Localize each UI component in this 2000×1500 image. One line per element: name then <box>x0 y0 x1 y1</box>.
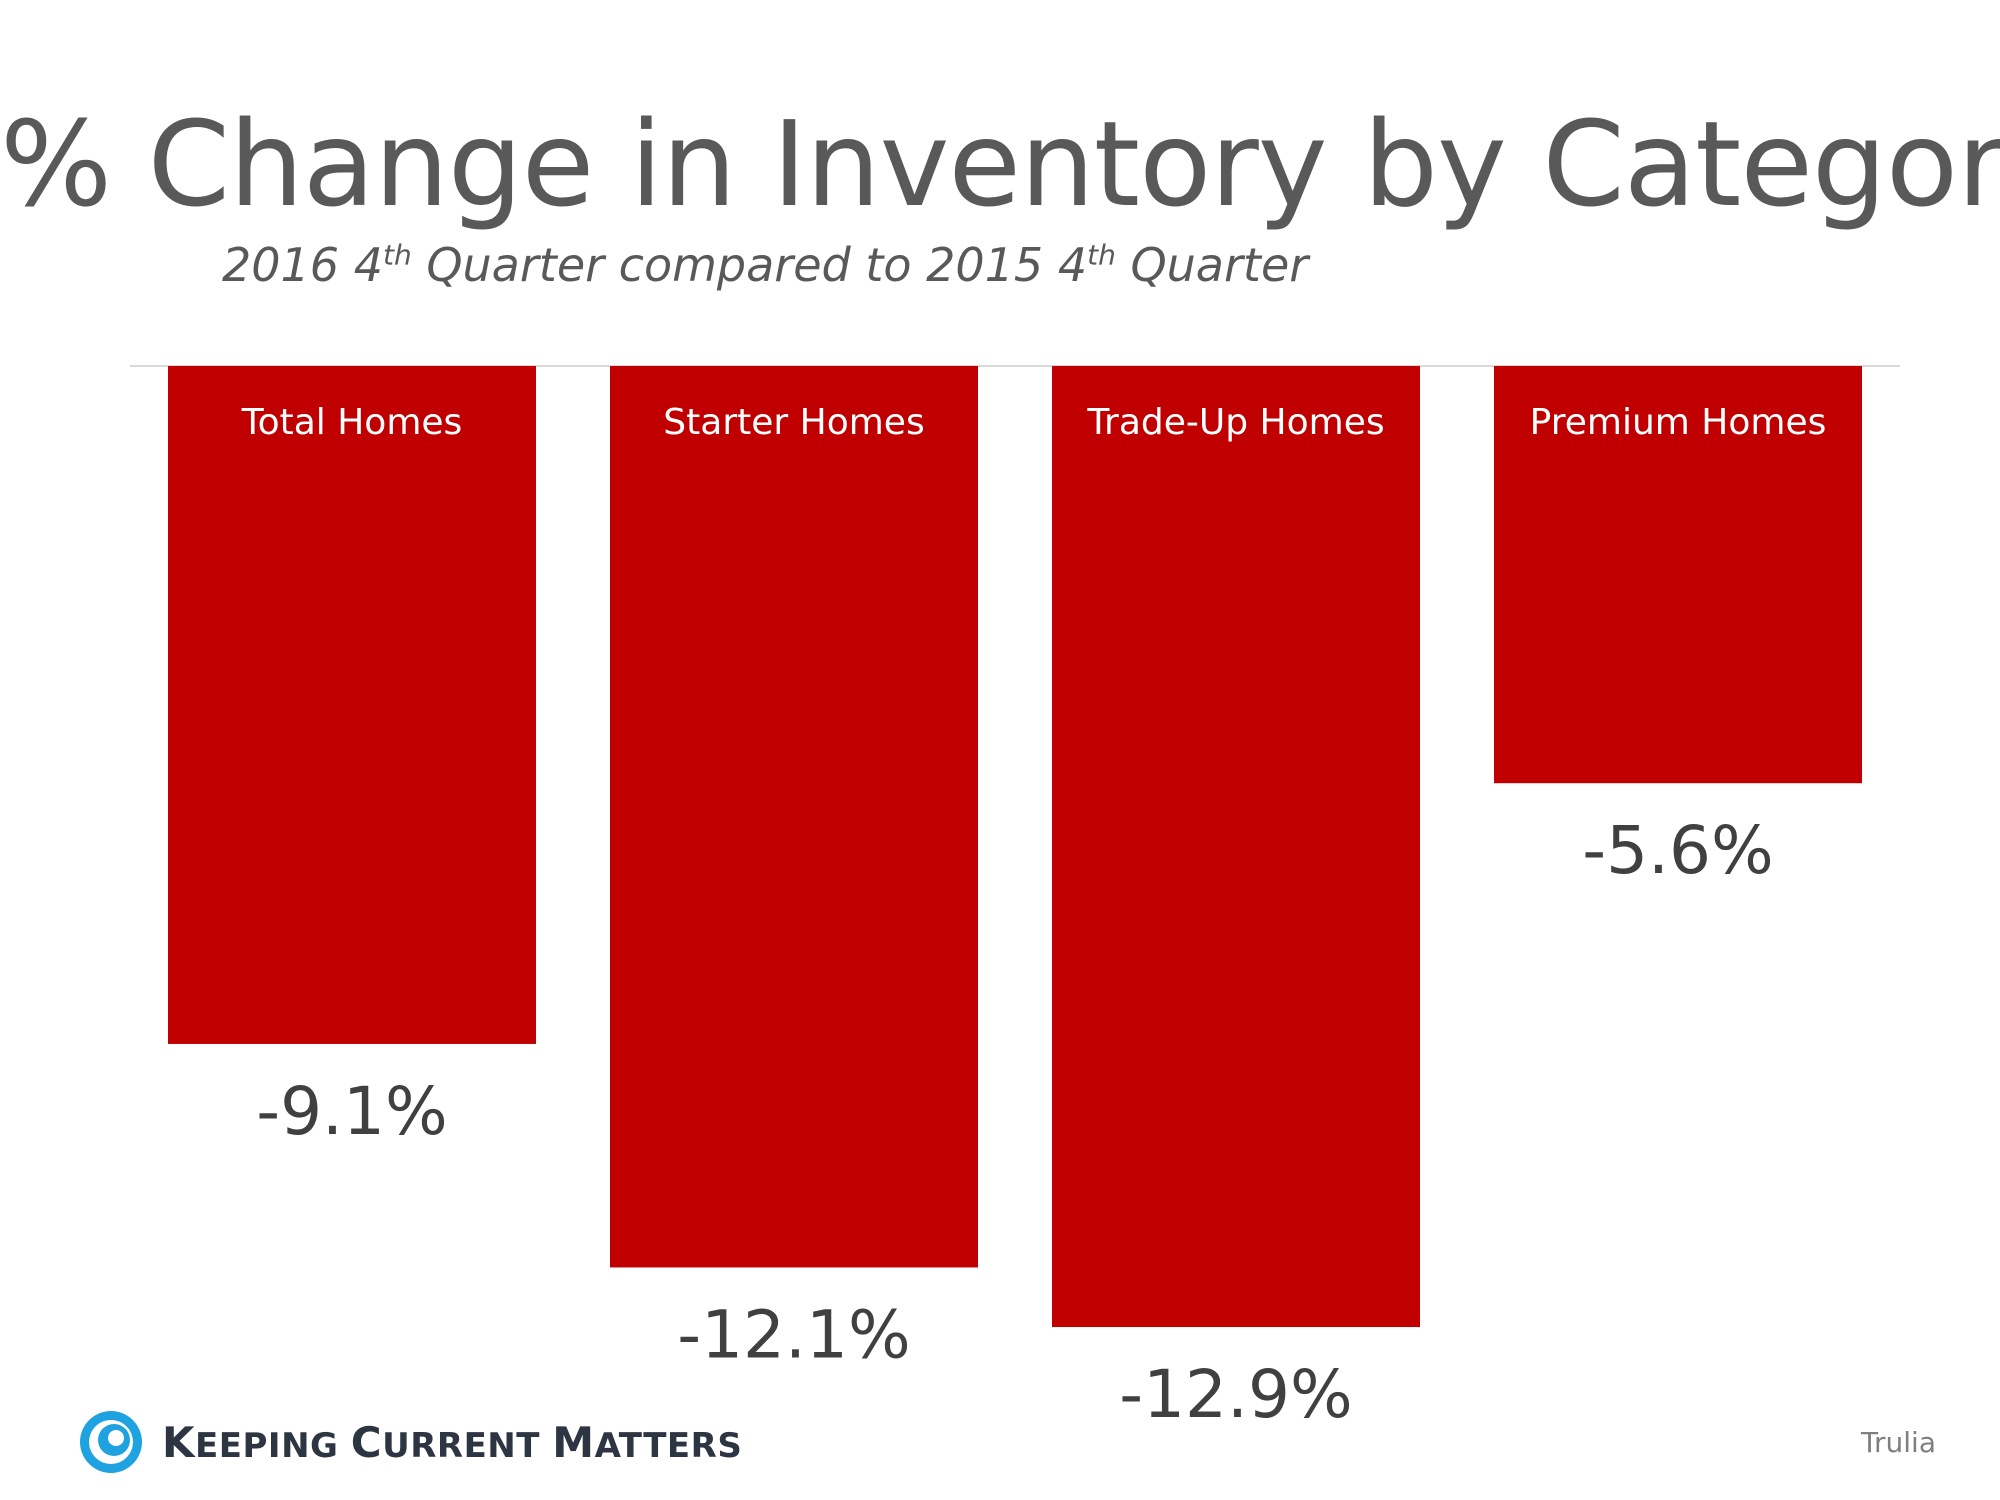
keeping-current-matters-logo: KEEPING CURRENT MATTERS <box>78 1408 742 1476</box>
bar <box>1052 366 1420 1328</box>
source-label: Trulia <box>1861 1426 1936 1459</box>
subtitle-part: Quarter compared to 2015 4 <box>411 238 1088 292</box>
category-label: Starter Homes <box>663 402 924 443</box>
subtitle-part: Quarter <box>1115 238 1309 292</box>
data-label: -5.6% <box>1582 812 1774 889</box>
logo-rest: EEPING <box>195 1425 351 1466</box>
logo-wordmark: KEEPING CURRENT MATTERS <box>162 1418 742 1467</box>
bar <box>1494 366 1862 784</box>
logo-cap: C <box>350 1417 383 1467</box>
category-label: Total Homes <box>241 402 463 443</box>
bar <box>610 366 978 1268</box>
chart-subtitle: 2016 4th Quarter compared to 2015 4th Qu… <box>222 238 1308 292</box>
logo-rest: ATTERS <box>594 1425 743 1466</box>
data-label: -12.1% <box>677 1296 910 1373</box>
category-label: Premium Homes <box>1530 402 1827 443</box>
swirl-logo-icon <box>80 1411 142 1473</box>
subtitle-part: 2016 4 <box>222 238 383 292</box>
logo-rest: URRENT <box>382 1425 553 1466</box>
logo-cap: K <box>162 1417 196 1467</box>
subtitle-superscript: th <box>382 238 412 272</box>
logo-cap: M <box>552 1417 595 1467</box>
chart-title: % Change in Inventory by Category <box>0 95 2000 233</box>
data-label: -12.9% <box>1119 1356 1352 1433</box>
data-label: -9.1% <box>256 1073 448 1150</box>
logo-center <box>108 1430 124 1446</box>
bar <box>168 366 536 1044</box>
subtitle-superscript: th <box>1087 238 1116 272</box>
category-label: Trade-Up Homes <box>1086 402 1384 443</box>
